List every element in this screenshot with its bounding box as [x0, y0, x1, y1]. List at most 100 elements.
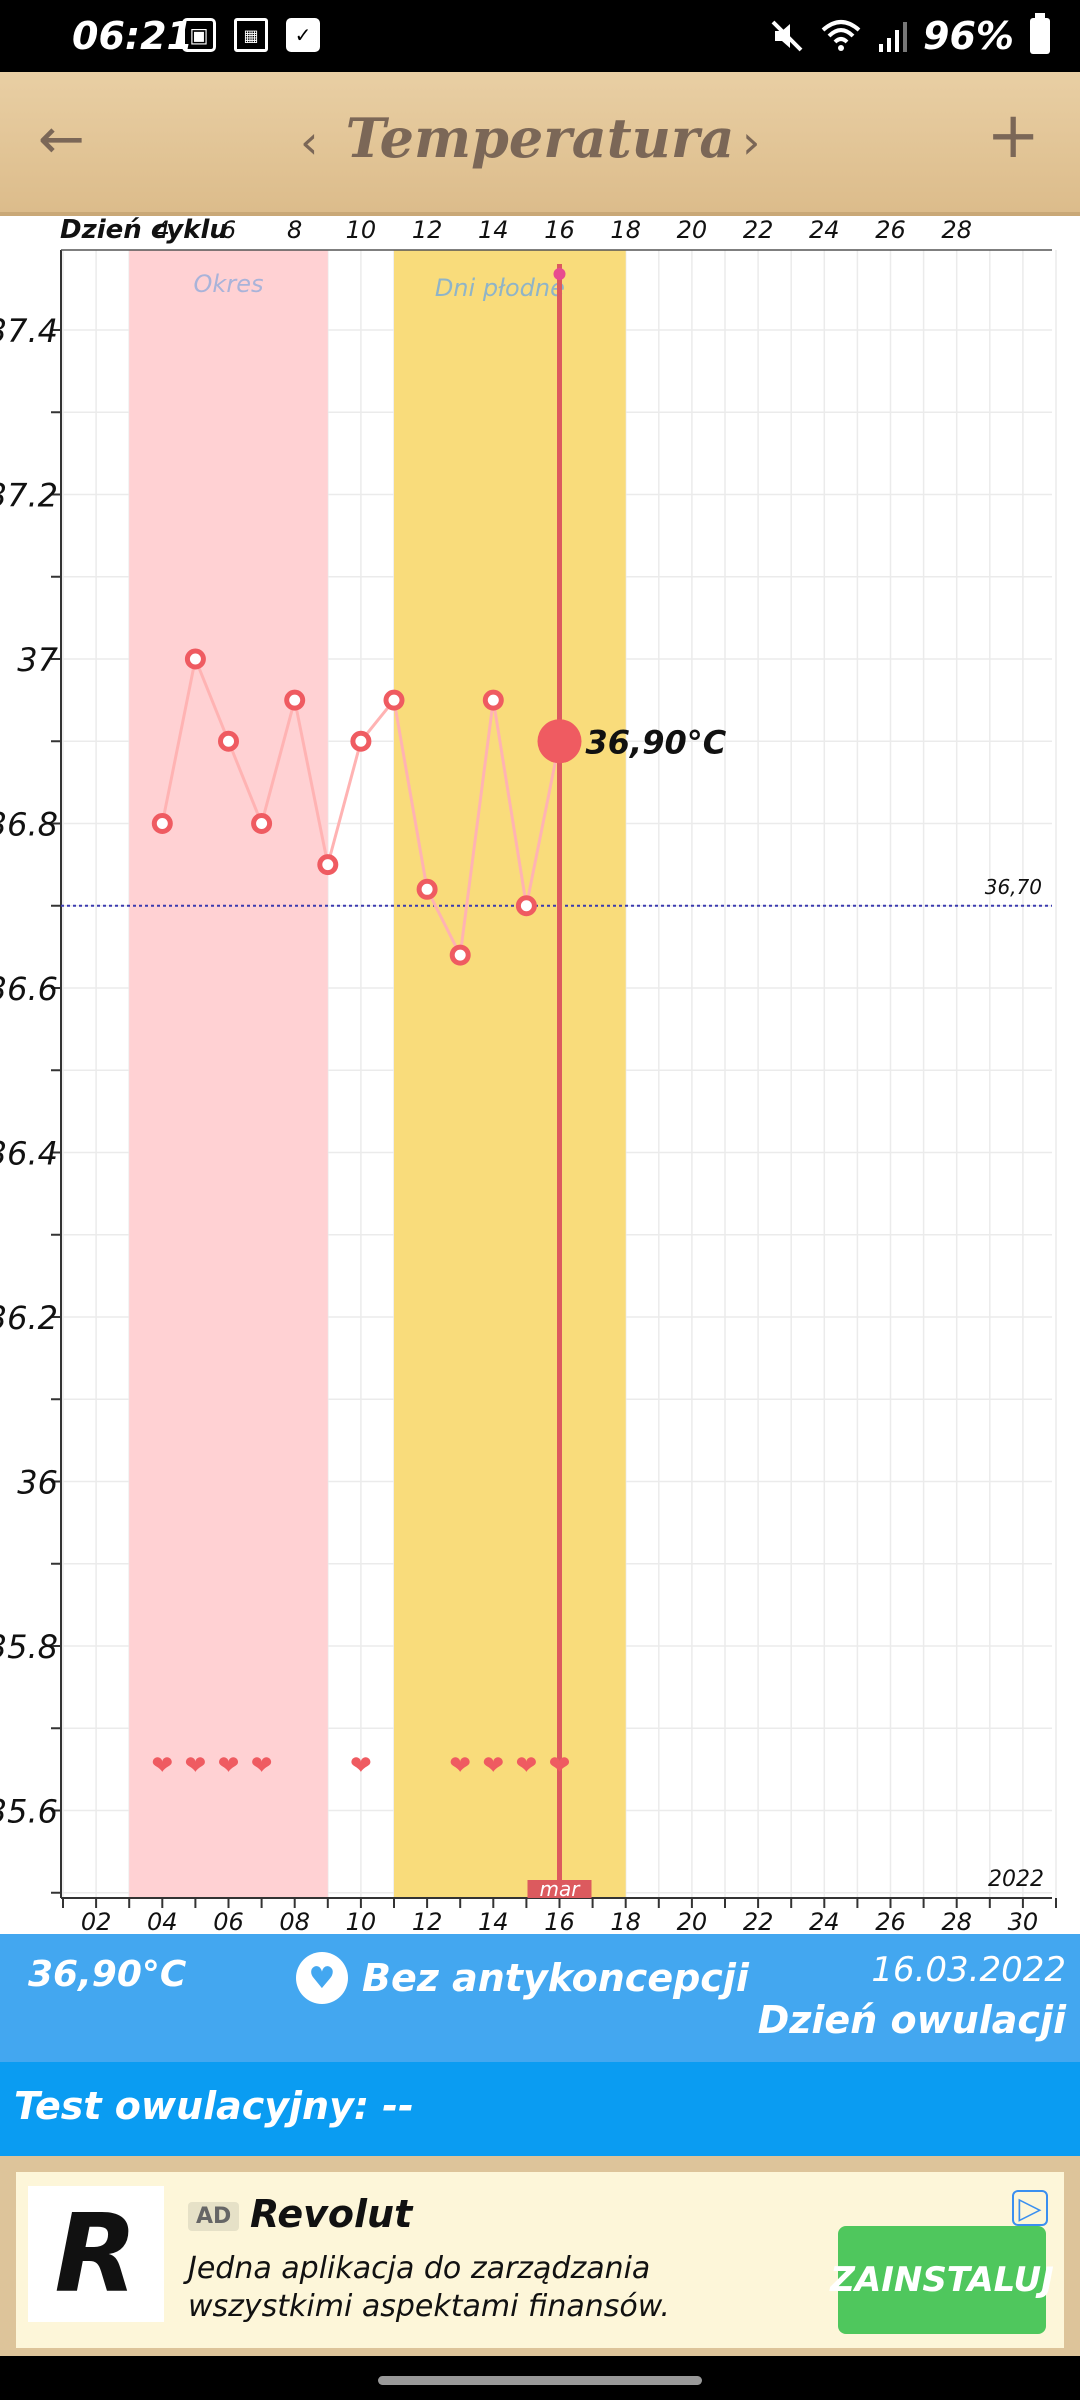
top-axis-tick-label: 28 [941, 216, 972, 244]
home-handle[interactable] [378, 2376, 702, 2385]
heart-icon: ❤ [151, 1751, 173, 1781]
status-time: 06:21 [72, 14, 193, 58]
status-bar: 06:21 ▣ ▦ ✓ 96% [0, 0, 1080, 72]
calendar-icon: ▦ [234, 18, 268, 52]
wifi-icon [821, 20, 861, 51]
temperature-point [482, 689, 504, 711]
status-notification-icons: ▣ ▦ ✓ [182, 18, 320, 52]
year-label: 2022 [988, 1867, 1044, 1892]
x-axis-tick-label: 26 [875, 1908, 906, 1934]
y-axis-tick-label: 36.2 [0, 1299, 58, 1337]
x-axis-tick-label: 06 [213, 1908, 244, 1934]
month-label: mar [540, 1877, 582, 1901]
period-band [129, 250, 328, 1898]
app-bar: ← ‹ Temperatura › + [0, 72, 1080, 216]
status-system-icons: 96% [769, 13, 1050, 58]
heart-icon: ❤ [549, 1751, 571, 1781]
ad-description: Jedna aplikacja do zarządzania wszystkim… [188, 2251, 670, 2324]
checkbox-icon: ✓ [286, 18, 320, 52]
x-axis-tick-label: 20 [677, 1908, 708, 1934]
top-axis-tick-label: 16 [544, 216, 575, 244]
month-label-background [527, 1880, 592, 1898]
x-axis-tick-label: 04 [147, 1908, 178, 1934]
temperature-point [284, 689, 306, 711]
previous-chevron-icon[interactable]: ‹ [300, 115, 319, 169]
top-axis-tick-label: 24 [809, 216, 840, 244]
temperature-point [251, 813, 273, 834]
period-band-label: Okres [194, 270, 264, 298]
temperature-point [449, 944, 471, 966]
fertile-band-label: Dni płodne [435, 274, 565, 302]
info-bar: 36,90°C ♥ Bez antykoncepcji 16.03.2022 D… [0, 1934, 1080, 2062]
ovulation-test-label: Test owulacyjny: -- [14, 2084, 414, 2128]
temperature-point [416, 878, 438, 900]
image-icon: ▣ [182, 18, 216, 52]
top-axis-title: Dzień cyklu [60, 215, 228, 245]
y-axis-tick-label: 36 [17, 1464, 58, 1502]
install-button[interactable]: ZAINSTALUJ [830, 2226, 1054, 2334]
temperature-chart-svg[interactable]: Okres Dni płodne 37.4 37.2 37 36.8 36.6 36.4 36.… [0, 212, 1080, 1934]
selected-temperature-label: 36,90°C [586, 723, 727, 761]
page-title: Temperatura [345, 106, 735, 170]
top-axis-tick-label: 20 [677, 216, 708, 244]
heart-icon: ❤ [449, 1751, 471, 1781]
y-axis-tick-label: 37.2 [0, 477, 58, 515]
temperature-point [184, 648, 206, 670]
heart-icon: ❤ [350, 1751, 372, 1781]
y-axis-tick-label: 36.4 [0, 1135, 58, 1173]
heart-icon: ❤ [218, 1751, 240, 1781]
top-axis-tick-label: 26 [875, 216, 906, 244]
next-chevron-icon[interactable]: › [742, 115, 761, 169]
temperature-point [350, 730, 372, 752]
top-axis-tick-label: 4 [155, 216, 170, 244]
y-axis-tick-label: 36.8 [0, 806, 58, 844]
temperature-point [317, 854, 339, 876]
contraception-status[interactable]: ♥ Bez antykoncepcji [296, 1952, 749, 2004]
cycle-day-status: Dzień owulacji [757, 1998, 1066, 2042]
y-axis-tick-label: 36.6 [0, 970, 58, 1008]
x-axis-tick-label: 16 [544, 1908, 575, 1934]
heart-icon: ❤ [251, 1751, 273, 1781]
top-axis-tick-label: 12 [412, 216, 443, 244]
selected-day-marker [553, 268, 566, 280]
y-axis-tick-label: 35.6 [0, 1793, 58, 1831]
x-axis-tick-label: 22 [743, 1908, 774, 1934]
temperature-chart[interactable]: Okres Dni płodne 37.4 37.2 37 36.8 36.6 36.4 36.… [0, 212, 1080, 1934]
x-axis-tick-label: 02 [81, 1908, 112, 1934]
battery-icon [1030, 13, 1050, 54]
heart-icon: ❤ [516, 1751, 538, 1781]
selected-date: 16.03.2022 [871, 1950, 1066, 1990]
ad-choices-icon[interactable]: ▷ [1012, 2190, 1048, 2226]
x-axis-tick-label: 30 [1008, 1908, 1039, 1934]
coverline-label: 36,70 [985, 875, 1042, 899]
temperature-point [151, 813, 173, 834]
navigation-bar [0, 2356, 1080, 2400]
x-axis-tick-label: 14 [478, 1908, 509, 1934]
revolut-logo: R [28, 2186, 164, 2322]
top-axis-tick-label: 6 [221, 216, 236, 244]
top-axis-tick-label: 10 [346, 216, 377, 244]
top-axis-tick-label: 8 [287, 216, 302, 244]
battery-percent: 96% [923, 14, 1014, 58]
top-axis-tick-label: 14 [478, 216, 509, 244]
add-icon[interactable]: + [986, 99, 1040, 173]
ovulation-test-bar[interactable]: Test owulacyjny: -- [0, 2062, 1080, 2156]
ad-card[interactable]: R AD Revolut Jedna aplikacja do zarządza… [16, 2172, 1064, 2348]
top-axis-tick-label: 22 [743, 216, 774, 244]
selected-temperature-point [537, 719, 582, 764]
temperature-point [383, 689, 405, 711]
selected-temperature: 36,90°C [28, 1954, 187, 1995]
signal-icon [879, 22, 908, 52]
y-axis-tick-label: 37.4 [0, 312, 58, 350]
x-axis-tick-label: 28 [941, 1908, 972, 1934]
top-axis-tick-label: 18 [610, 216, 641, 244]
x-axis-tick-label: 08 [279, 1908, 310, 1934]
back-arrow-icon[interactable]: ← [38, 107, 85, 172]
y-axis-tick-label: 35.8 [0, 1628, 58, 1666]
x-axis-tick-label: 12 [412, 1908, 443, 1934]
y-axis-tick-label: 37 [17, 641, 58, 679]
x-axis-tick-label: 10 [346, 1908, 377, 1934]
fertile-band [394, 250, 626, 1898]
temperature-point [218, 730, 239, 752]
ad-title: Revolut [250, 2192, 413, 2236]
